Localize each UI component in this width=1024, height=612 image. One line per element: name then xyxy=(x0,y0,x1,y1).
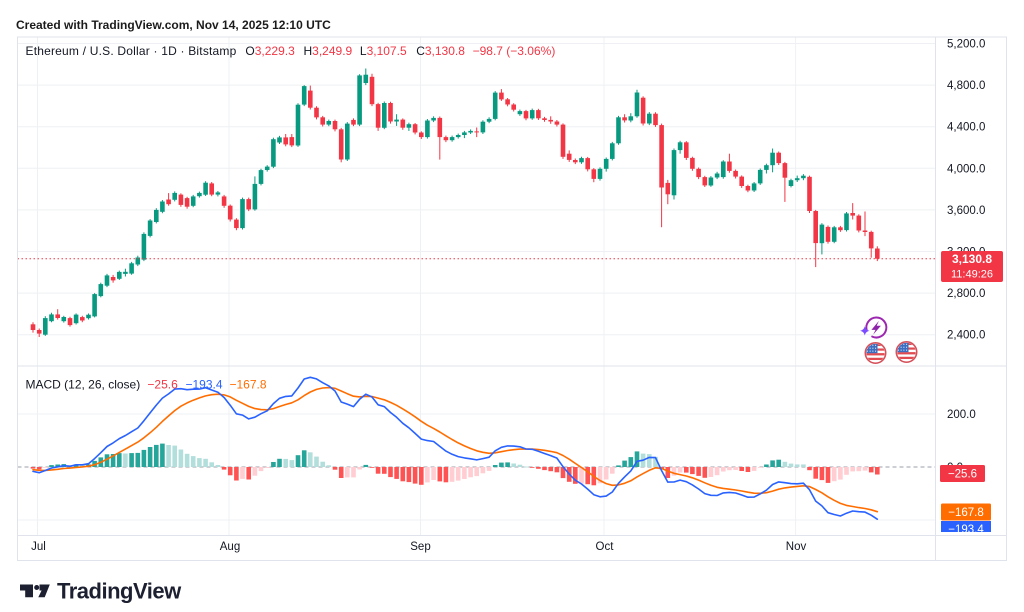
svg-text:4,400.0: 4,400.0 xyxy=(947,122,985,134)
svg-text:−25.6: −25.6 xyxy=(147,378,178,392)
svg-text:4,000.0: 4,000.0 xyxy=(947,163,985,175)
svg-text:−193.4: −193.4 xyxy=(186,378,223,392)
svg-text:Ethereum / U.S. Dollar · 1D ·: Ethereum / U.S. Dollar · 1D · Bitstamp xyxy=(26,44,237,58)
svg-text:−98.7 (−3.06%): −98.7 (−3.06%) xyxy=(473,44,556,58)
svg-text:O3,229.3: O3,229.3 xyxy=(245,44,295,58)
svg-text:Sep: Sep xyxy=(410,541,430,553)
svg-text:TradingView: TradingView xyxy=(57,579,182,604)
svg-text:200.0: 200.0 xyxy=(947,409,976,421)
svg-text:−25.6: −25.6 xyxy=(948,469,977,481)
svg-text:Jul: Jul xyxy=(31,541,46,553)
svg-text:−167.8: −167.8 xyxy=(230,378,267,392)
svg-text:−167.8: −167.8 xyxy=(948,507,984,519)
svg-text:C3,130.8: C3,130.8 xyxy=(416,44,465,58)
svg-text:5,200.0: 5,200.0 xyxy=(947,39,985,51)
svg-text:MACD (12, 26, close): MACD (12, 26, close) xyxy=(26,378,141,392)
svg-text:3,600.0: 3,600.0 xyxy=(947,205,985,217)
svg-text:−193.4: −193.4 xyxy=(948,524,984,536)
svg-text:11:49:26: 11:49:26 xyxy=(951,269,993,281)
svg-text:Aug: Aug xyxy=(220,541,240,553)
svg-text:Created with TradingView.com,: Created with TradingView.com, Nov 14, 20… xyxy=(16,18,331,32)
svg-text:L3,107.5: L3,107.5 xyxy=(360,44,407,58)
svg-text:Nov: Nov xyxy=(786,541,807,553)
svg-text:2,800.0: 2,800.0 xyxy=(947,288,985,300)
svg-text:3,130.8: 3,130.8 xyxy=(952,252,992,266)
svg-text:Oct: Oct xyxy=(596,541,615,553)
svg-text:2,400.0: 2,400.0 xyxy=(947,330,985,342)
svg-text:4,800.0: 4,800.0 xyxy=(947,80,985,92)
svg-text:H3,249.9: H3,249.9 xyxy=(304,44,353,58)
